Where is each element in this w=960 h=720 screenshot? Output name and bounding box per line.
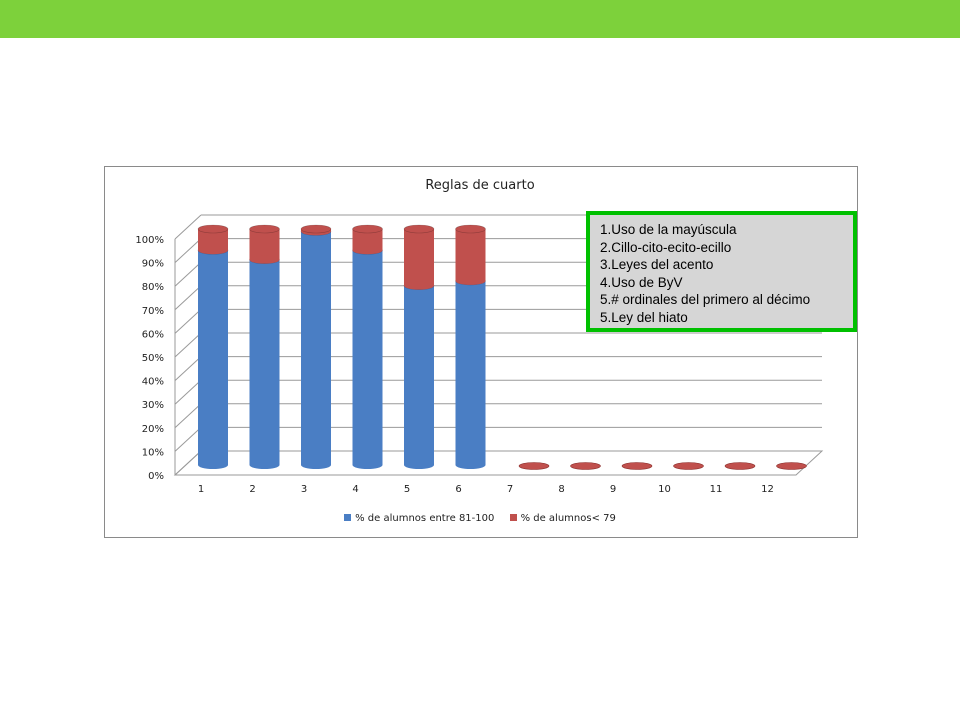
chart-title: Reglas de cuarto	[425, 178, 535, 193]
bar-series-2-top	[300, 224, 332, 234]
wall-gridline	[174, 450, 202, 476]
x-tick-label: 2	[249, 484, 255, 495]
bar-series-1-base	[455, 461, 486, 469]
topics-note-box: 1.Uso de la mayúscula 2.Cillo-cito-ecito…	[586, 211, 857, 332]
top-accent-bar	[0, 0, 960, 38]
wall-gridline	[174, 356, 202, 381]
y-tick-label: 90%	[142, 259, 164, 270]
y-tick-label: 20%	[142, 424, 164, 435]
wall-gridline	[174, 309, 202, 334]
bar-series-1-body	[455, 280, 486, 465]
y-tick-label: 40%	[142, 377, 164, 388]
x-tick-label: 4	[352, 484, 358, 495]
x-tick-label: 10	[658, 484, 671, 495]
x-tick-label: 3	[301, 484, 307, 495]
x-tick-label: 7	[507, 484, 513, 495]
legend-item-series-2: % de alumnos< 79	[509, 513, 616, 524]
wall-gridline	[174, 427, 202, 452]
y-tick-label: 50%	[142, 353, 164, 364]
x-tick-label: 9	[610, 484, 616, 495]
bar-series-2-base	[404, 281, 434, 290]
y-tick-label: 30%	[142, 400, 164, 411]
wall-gridline	[174, 332, 202, 358]
bar-empty-disc	[673, 462, 704, 470]
y-tick-label: 80%	[142, 282, 164, 293]
y-tick-label: 100%	[135, 235, 164, 246]
bar-empty-disc	[724, 462, 756, 470]
bar-series-2-body	[249, 229, 280, 260]
bar-empty-disc	[621, 462, 653, 470]
note-line: 3.Leyes del acento	[600, 257, 714, 272]
note-line: 5.# ordinales del primero al décimo	[600, 292, 811, 307]
bar-series-2-top	[197, 224, 229, 234]
legend-swatch-series-1	[344, 514, 352, 521]
bar-series-1-base	[404, 461, 434, 469]
bar-series-1-body	[352, 250, 383, 465]
note-line: 5.Ley del hiato	[600, 309, 688, 325]
x-tick-label: 11	[710, 484, 723, 495]
wall-gridline	[174, 214, 202, 240]
wall-gridline	[174, 261, 202, 287]
note-line: 2.Cillo-cito-ecito-ecillo	[600, 239, 732, 255]
x-tick-label: 1	[198, 484, 204, 495]
bar-empty-disc	[570, 462, 601, 470]
legend-swatch-series-2	[509, 514, 517, 521]
bar-series-2-body	[404, 229, 434, 286]
bar-series-1-base	[249, 461, 280, 469]
wall-gridline	[174, 379, 202, 405]
bar-empty-disc	[518, 462, 550, 470]
bar-empty-disc	[776, 462, 807, 470]
bar-series-1-body	[301, 231, 331, 465]
x-tick-label: 8	[558, 484, 564, 495]
bar-series-2-body	[455, 229, 486, 281]
bar-series-2-base	[249, 255, 280, 264]
x-tick-label: 6	[455, 484, 461, 495]
bar-series-2-body	[198, 229, 228, 251]
bar-series-1-body	[198, 250, 228, 465]
y-tick-label: 10%	[142, 447, 164, 458]
chart-legend: % de alumnos entre 81-100 % de alumnos< …	[0, 513, 960, 524]
x-tick-label: 5	[404, 484, 410, 495]
bar-series-1-body	[404, 285, 434, 465]
y-tick-label: 0%	[148, 471, 164, 482]
bar-series-2-top	[249, 224, 280, 234]
bar-series-2-base	[455, 276, 486, 285]
wall-gridline	[174, 238, 202, 263]
wall-gridline	[174, 403, 202, 429]
bar-series-1-base	[301, 461, 331, 469]
wall-gridline	[174, 285, 202, 311]
bar-series-2-top	[403, 224, 435, 234]
bar-series-2-body	[352, 229, 383, 251]
legend-label-series-2: % de alumnos< 79	[520, 513, 616, 524]
legend-item-series-1: % de alumnos entre 81-100	[344, 513, 494, 524]
bar-series-1-base	[352, 461, 383, 469]
bar-series-2-top	[352, 224, 383, 234]
legend-label-series-1: % de alumnos entre 81-100	[355, 513, 495, 524]
bar-series-2-base	[198, 246, 228, 255]
bar-series-1-body	[249, 259, 280, 465]
bar-series-2-base	[352, 246, 383, 255]
note-line: 1.Uso de la mayúscula	[600, 222, 737, 237]
y-tick-label: 60%	[142, 329, 164, 340]
x-tick-label: 12	[761, 484, 774, 495]
note-line: 4.Uso de ByV	[600, 274, 683, 290]
bar-series-2-top	[455, 224, 486, 234]
bar-series-1-base	[198, 461, 228, 469]
y-tick-label: 70%	[142, 306, 164, 317]
